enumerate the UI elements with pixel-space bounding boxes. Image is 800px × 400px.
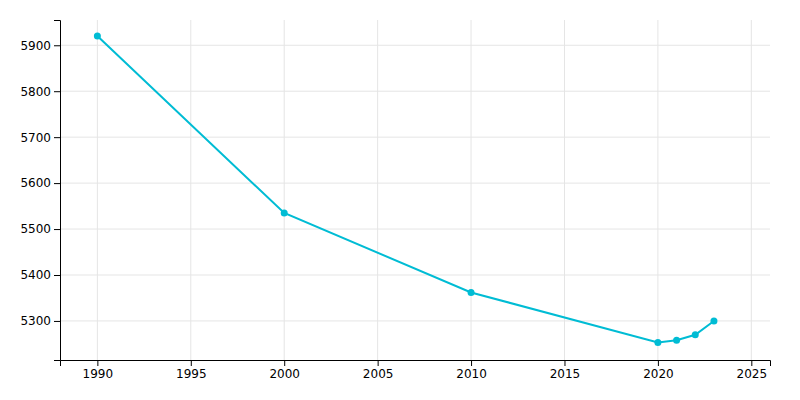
tick-label: 2010 bbox=[456, 367, 487, 381]
grid-line bbox=[60, 275, 770, 276]
tick-mark bbox=[564, 360, 565, 366]
grid-line bbox=[471, 20, 472, 360]
grid-line bbox=[60, 229, 770, 230]
tick: 5900 bbox=[20, 39, 60, 53]
tick-mark bbox=[471, 360, 472, 366]
tick-label: 5800 bbox=[20, 85, 51, 99]
tick-label: 5500 bbox=[20, 222, 51, 236]
tick-label: 5900 bbox=[20, 39, 51, 53]
grid-line bbox=[60, 183, 770, 184]
tick-label: 2015 bbox=[550, 367, 581, 381]
y-axis: 5300 5400 5500 5600 5700 5800 5900 bbox=[20, 21, 60, 361]
plot: 1990 1995 2000 2005 2010 2015 2020 2025 5300 5400… bbox=[20, 20, 770, 381]
marker bbox=[654, 339, 661, 346]
tick-mark bbox=[54, 91, 60, 92]
tick: 2005 bbox=[363, 360, 394, 381]
tick-mark bbox=[54, 45, 60, 46]
line bbox=[97, 36, 714, 342]
marker bbox=[710, 317, 717, 324]
tick: 2015 bbox=[550, 360, 581, 381]
tick-mark bbox=[54, 275, 60, 276]
tick-label: 2000 bbox=[269, 367, 300, 381]
tick-mark bbox=[54, 183, 60, 184]
tick-mark bbox=[378, 360, 379, 366]
tick: 5800 bbox=[20, 85, 60, 99]
marker bbox=[468, 289, 475, 296]
tick-label: 1990 bbox=[83, 367, 114, 381]
grid-line bbox=[284, 20, 285, 360]
grid-line bbox=[60, 91, 770, 92]
tick-label: 2025 bbox=[737, 367, 768, 381]
grid-line bbox=[60, 320, 770, 321]
axis-line bbox=[54, 21, 61, 361]
grid-line bbox=[564, 20, 565, 360]
x-axis: 1990 1995 2000 2005 2010 2015 2020 2025 bbox=[61, 360, 771, 381]
tick: 5600 bbox=[20, 176, 60, 190]
marker bbox=[281, 209, 288, 216]
tick-label: 1995 bbox=[176, 367, 207, 381]
marker bbox=[94, 33, 101, 40]
tick: 5400 bbox=[20, 268, 60, 282]
tick: 2020 bbox=[643, 360, 674, 381]
tick-mark bbox=[191, 360, 192, 366]
grid bbox=[60, 20, 770, 360]
grid-line bbox=[97, 20, 98, 360]
tick-label: 5600 bbox=[20, 176, 51, 190]
tick-label: 5400 bbox=[20, 268, 51, 282]
tick: 2025 bbox=[737, 360, 768, 381]
tick: 5300 bbox=[20, 314, 60, 328]
tick-mark bbox=[54, 321, 60, 322]
chart: 1990 1995 2000 2005 2010 2015 2020 2025 5300 5400… bbox=[0, 0, 800, 400]
tick-label: 2005 bbox=[363, 367, 394, 381]
grid-line bbox=[751, 20, 752, 360]
axis-line bbox=[61, 361, 771, 367]
series bbox=[94, 33, 718, 346]
tick-mark bbox=[54, 229, 60, 230]
marker bbox=[692, 331, 699, 338]
grid-line bbox=[60, 137, 770, 138]
tick: 5700 bbox=[20, 131, 60, 145]
marker bbox=[673, 337, 680, 344]
grid-line bbox=[377, 20, 378, 360]
grid-line bbox=[60, 45, 770, 46]
grid-line bbox=[657, 20, 658, 360]
tick-mark bbox=[751, 360, 752, 366]
tick: 1995 bbox=[176, 360, 207, 381]
tick-mark bbox=[658, 360, 659, 366]
tick: 2010 bbox=[456, 360, 487, 381]
tick-mark bbox=[284, 360, 285, 366]
tick-mark bbox=[97, 360, 98, 366]
tick-label: 5700 bbox=[20, 131, 51, 145]
tick-label: 5300 bbox=[20, 314, 51, 328]
tick-label: 2020 bbox=[643, 367, 674, 381]
tick-mark bbox=[54, 137, 60, 138]
grid-line bbox=[190, 20, 191, 360]
tick: 1990 bbox=[83, 360, 114, 381]
tick: 2000 bbox=[269, 360, 300, 381]
tick: 5500 bbox=[20, 222, 60, 236]
